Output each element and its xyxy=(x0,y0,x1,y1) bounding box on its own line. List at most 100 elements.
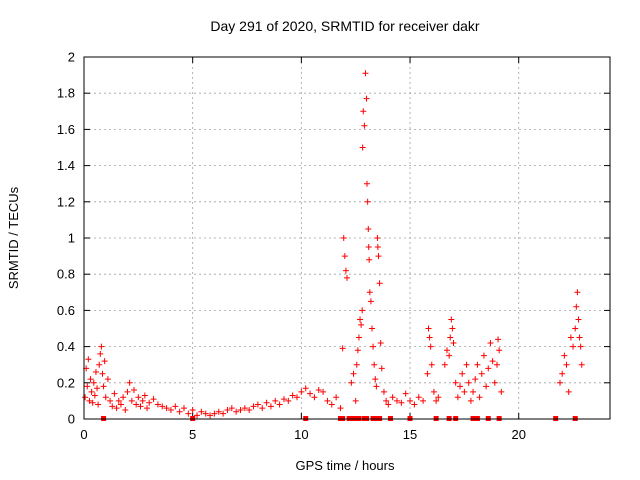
data-point xyxy=(107,397,114,404)
data-point xyxy=(380,388,387,395)
data-point xyxy=(376,280,383,287)
data-point xyxy=(428,361,435,368)
data-point xyxy=(241,405,248,412)
data-point xyxy=(375,253,382,260)
x-tick-label: 10 xyxy=(294,427,308,442)
data-point xyxy=(111,390,118,397)
data-point xyxy=(141,392,148,399)
data-point xyxy=(573,303,580,310)
grid-lines xyxy=(84,57,610,419)
data-point xyxy=(359,307,366,314)
data-point xyxy=(359,144,366,151)
data-point xyxy=(101,358,108,365)
data-point xyxy=(457,383,464,390)
data-point xyxy=(491,379,498,386)
data-point xyxy=(430,388,437,395)
data-point xyxy=(124,388,131,395)
data-point xyxy=(567,334,574,341)
data-point xyxy=(559,370,566,377)
data-point xyxy=(89,399,96,406)
data-point xyxy=(280,396,287,403)
data-point xyxy=(487,339,494,346)
data-point xyxy=(433,397,440,404)
data-point xyxy=(575,316,582,323)
data-point xyxy=(150,396,157,403)
data-point xyxy=(352,397,359,404)
data-point xyxy=(185,410,192,417)
data-point xyxy=(259,405,266,412)
data-point xyxy=(424,370,431,377)
data-point xyxy=(366,256,373,263)
data-point xyxy=(578,361,585,368)
data-point xyxy=(104,376,111,383)
data-point xyxy=(98,343,105,350)
data-point xyxy=(572,325,579,332)
data-point xyxy=(267,403,274,410)
data-point xyxy=(474,361,481,368)
data-point xyxy=(109,403,116,410)
data-point xyxy=(498,388,505,395)
data-point xyxy=(88,388,95,395)
data-point xyxy=(443,347,450,354)
y-tick-label: 1.4 xyxy=(57,158,75,173)
x-tick-label: 0 xyxy=(80,427,87,442)
data-point xyxy=(159,403,166,410)
data-point xyxy=(122,406,129,413)
data-point xyxy=(454,394,461,401)
data-point xyxy=(115,397,122,404)
data-point xyxy=(211,410,218,417)
data-point xyxy=(198,408,205,415)
data-point xyxy=(385,401,392,408)
data-point xyxy=(361,122,368,129)
data-point xyxy=(146,399,153,406)
data-point xyxy=(496,347,503,354)
chart-title: Day 291 of 2020, SRMTID for receiver dak… xyxy=(210,18,480,34)
data-point xyxy=(446,352,453,359)
data-point xyxy=(137,403,144,410)
data-point xyxy=(163,405,170,412)
data-point xyxy=(472,376,479,383)
data-point xyxy=(340,235,347,241)
data-point xyxy=(563,361,570,368)
data-point xyxy=(447,334,454,341)
data-point xyxy=(574,289,581,296)
data-point xyxy=(91,392,98,399)
data-point xyxy=(450,339,457,346)
data-point xyxy=(237,406,244,413)
data-point xyxy=(415,394,422,401)
data-point xyxy=(85,356,92,363)
data-point xyxy=(363,180,370,187)
data-point xyxy=(378,365,385,372)
x-tick-label: 5 xyxy=(189,427,196,442)
data-point xyxy=(478,370,485,377)
data-point xyxy=(452,379,459,386)
data-point xyxy=(354,347,361,354)
data-point xyxy=(294,394,301,401)
data-point xyxy=(180,405,187,412)
data-point xyxy=(100,383,107,390)
data-point xyxy=(476,394,483,401)
data-point xyxy=(407,397,414,404)
data-point xyxy=(220,410,227,417)
data-point xyxy=(90,379,97,386)
data-points xyxy=(82,70,585,421)
plot-frame xyxy=(83,56,611,420)
data-point xyxy=(250,403,257,410)
data-point xyxy=(557,379,564,386)
data-point xyxy=(120,394,127,401)
data-point xyxy=(495,336,502,343)
data-point xyxy=(358,321,365,328)
data-point xyxy=(135,394,142,401)
data-point xyxy=(357,316,364,323)
y-tick-label: 1.2 xyxy=(57,194,75,209)
data-point xyxy=(117,401,124,408)
data-point xyxy=(427,343,434,350)
data-point xyxy=(398,399,405,406)
y-tick-label: 0.2 xyxy=(57,375,75,390)
data-point xyxy=(493,361,500,368)
data-point xyxy=(368,325,375,332)
data-point xyxy=(480,352,487,359)
data-point xyxy=(411,401,418,408)
data-point xyxy=(285,397,292,404)
data-point xyxy=(461,388,468,395)
